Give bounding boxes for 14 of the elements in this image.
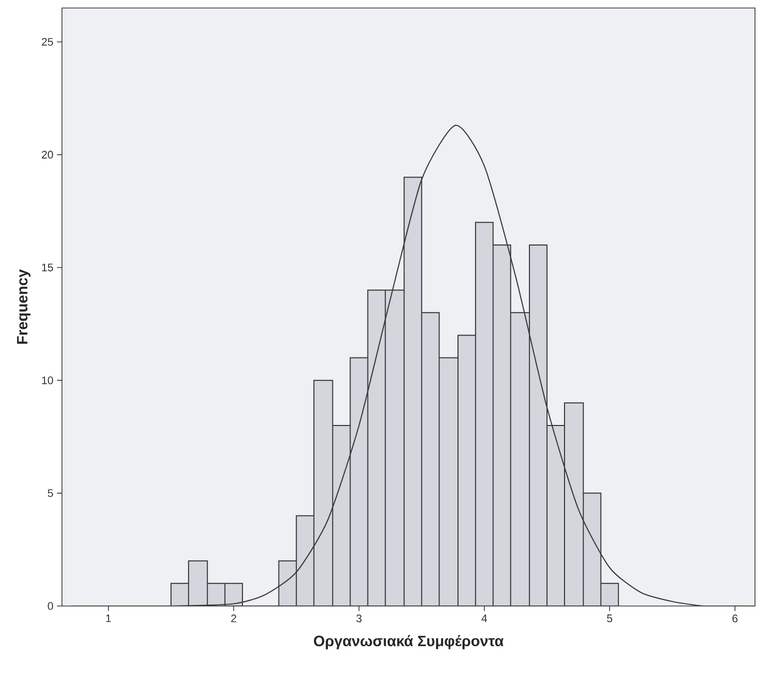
y-tick-label: 10 [42,376,54,384]
x-tick-label: 4 [482,614,488,622]
x-tick-label: 6 [732,614,738,622]
x-tick-label: 1 [106,614,111,622]
y-tick-label: 20 [42,150,54,159]
y-tick-label: 5 [48,489,54,497]
x-axis-title: Οργανωσιακά Συμφέροντα [314,635,504,650]
x-tick-label: 2 [231,614,236,622]
x-tick-label: 5 [607,614,612,622]
y-axis-title: Frequency [17,269,30,344]
y-tick-label: 15 [42,264,54,272]
x-tick-label: 3 [356,614,362,622]
y-tick-label: 25 [42,38,54,46]
y-tick-label: 0 [48,602,54,610]
